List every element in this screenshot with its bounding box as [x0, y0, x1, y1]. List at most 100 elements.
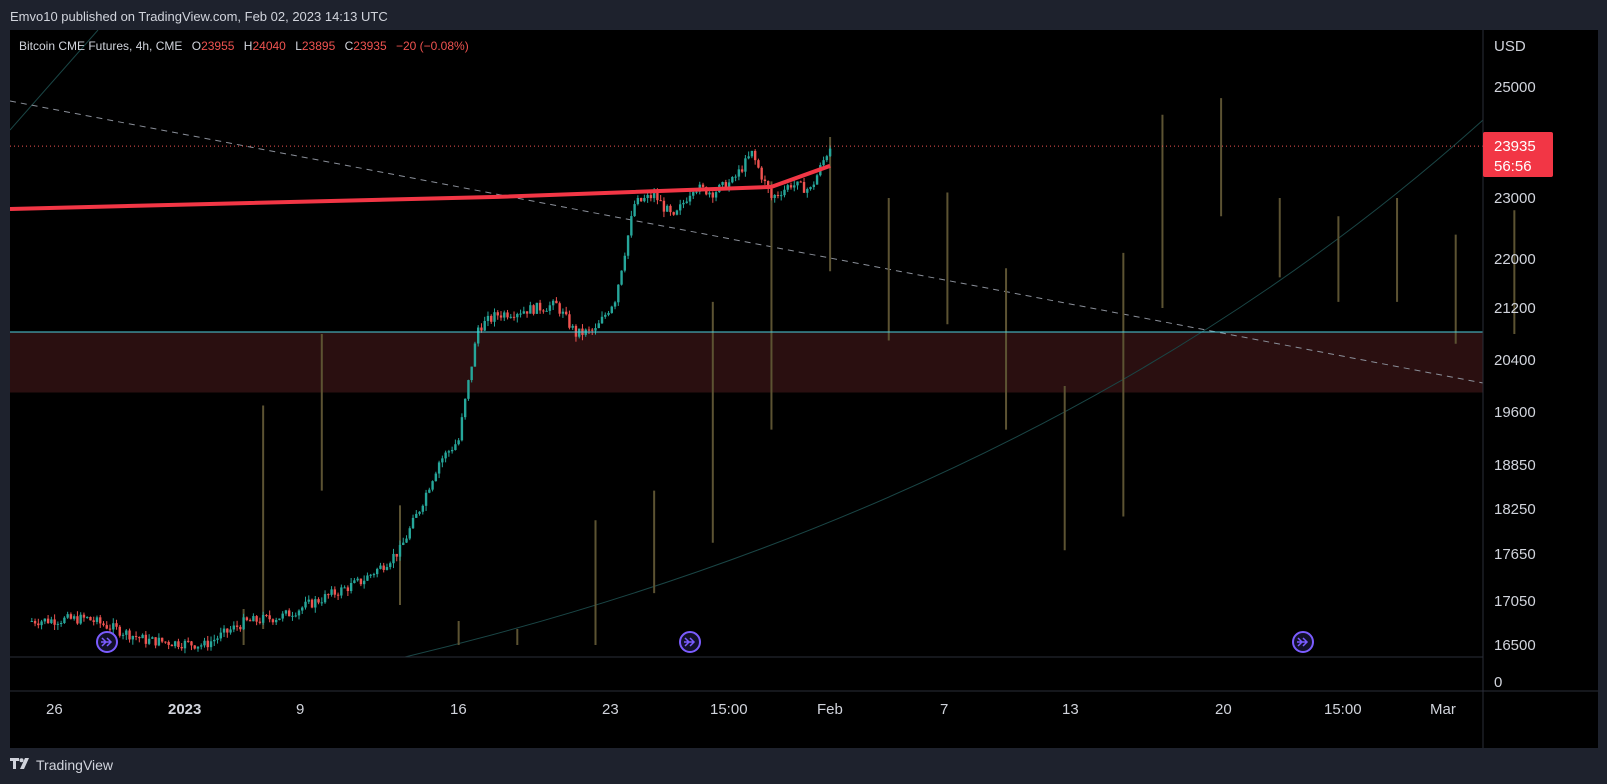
candle-body — [418, 511, 421, 514]
candle-body — [402, 542, 405, 545]
candle-body — [604, 314, 607, 317]
candle-body — [310, 599, 314, 608]
candle-body — [349, 582, 353, 592]
candle-body — [711, 192, 714, 198]
candle-body — [825, 156, 829, 161]
candle-body — [356, 578, 359, 581]
candle-body — [69, 614, 73, 619]
published-caption: Emvo10 published on TradingView.com, Feb… — [10, 9, 388, 24]
candle-body — [437, 462, 441, 474]
candle-body — [672, 212, 675, 215]
curve-drawing-upper[interactable] — [9, 29, 99, 131]
candle-body — [53, 619, 56, 625]
candle-body — [258, 621, 262, 623]
candle-body — [558, 303, 561, 314]
candle-body — [128, 630, 131, 640]
candle-body — [200, 645, 203, 647]
legend-high-label: H — [244, 39, 253, 53]
candle-body — [450, 449, 454, 452]
fast-forward-circle-icon[interactable] — [1292, 631, 1314, 653]
candle-body — [714, 192, 718, 198]
price-chart[interactable]: Bitcoin CME Futures, 4h, CME O23955 H240… — [9, 29, 1598, 748]
candle-body — [46, 618, 50, 624]
candle-body — [444, 452, 447, 459]
candle-body — [506, 312, 509, 318]
candle-body — [294, 615, 297, 617]
legend-line: Bitcoin CME Futures, 4h, CME O23955 H240… — [19, 39, 469, 53]
candle-body — [757, 160, 760, 168]
candle-body — [99, 617, 102, 624]
candle-body — [95, 617, 99, 622]
candle-body — [66, 614, 69, 618]
candle-body — [766, 181, 770, 189]
candle-body — [770, 188, 773, 198]
candle-body — [809, 187, 812, 190]
candle-body — [574, 325, 578, 337]
candle-body — [434, 473, 438, 482]
candle-body — [72, 616, 76, 619]
time-tick-label: 15:00 — [1324, 701, 1362, 718]
candle-body — [685, 201, 688, 203]
candle-body — [307, 599, 310, 602]
candle-body — [226, 628, 229, 633]
candle-body — [643, 197, 646, 202]
fast-forward-circle-icon[interactable] — [679, 631, 701, 653]
candle-body — [274, 619, 278, 623]
candle-body — [284, 610, 288, 614]
candle-body — [147, 638, 151, 644]
candle-body — [773, 195, 776, 198]
candle-body — [340, 587, 343, 596]
candle-body — [659, 200, 662, 202]
candle-body — [304, 601, 307, 608]
curve-drawing[interactable] — [404, 119, 1484, 658]
candle-body — [493, 312, 496, 322]
candle-body — [187, 640, 190, 642]
candle-body — [564, 311, 568, 315]
candle-body — [692, 192, 695, 196]
price-tick-label: 17050 — [1494, 593, 1536, 610]
candle-body — [815, 175, 819, 185]
candle-body — [121, 634, 125, 636]
price-tick-label: 18850 — [1494, 457, 1536, 474]
candle-body — [522, 311, 526, 314]
candle-body — [268, 615, 271, 620]
chart-frame[interactable]: Bitcoin CME Futures, 4h, CME O23955 H240… — [9, 29, 1598, 748]
candle-body — [261, 615, 265, 623]
candle-body — [789, 185, 793, 188]
candle-body — [79, 614, 82, 624]
candle-body — [460, 417, 464, 441]
candle-body — [763, 179, 767, 182]
candle-body — [415, 513, 418, 518]
candle-body — [555, 300, 558, 304]
candle-body — [551, 300, 555, 306]
candle-body — [385, 567, 389, 570]
legend-high-value: 24040 — [252, 39, 286, 53]
candle-body — [750, 150, 754, 157]
fast-forward-circle-icon[interactable] — [96, 631, 118, 653]
candle-body — [744, 158, 747, 172]
candle-body — [82, 614, 86, 618]
candle-body — [323, 594, 327, 603]
candle-body — [297, 610, 301, 616]
candle-body — [535, 302, 539, 314]
price-tick-label: 23000 — [1494, 190, 1536, 207]
candle-body — [362, 580, 366, 585]
candle-body — [490, 315, 493, 322]
trend-line[interactable] — [9, 100, 1484, 384]
candle-body — [144, 634, 148, 644]
candle-body — [652, 192, 656, 199]
time-tick-label: 9 — [296, 701, 304, 718]
candle-body — [343, 587, 346, 589]
candle-body — [793, 185, 796, 188]
candle-body — [206, 640, 209, 648]
candle-body — [265, 615, 268, 617]
candle-body — [164, 641, 167, 643]
candle-body — [92, 620, 95, 622]
footer-brand[interactable]: TradingView — [10, 754, 113, 776]
candle-body — [411, 517, 415, 529]
candle-body — [359, 578, 363, 585]
candle-body — [721, 182, 724, 185]
candle-body — [317, 599, 320, 603]
moving-average-line[interactable] — [9, 163, 831, 211]
candle-body — [780, 195, 783, 197]
